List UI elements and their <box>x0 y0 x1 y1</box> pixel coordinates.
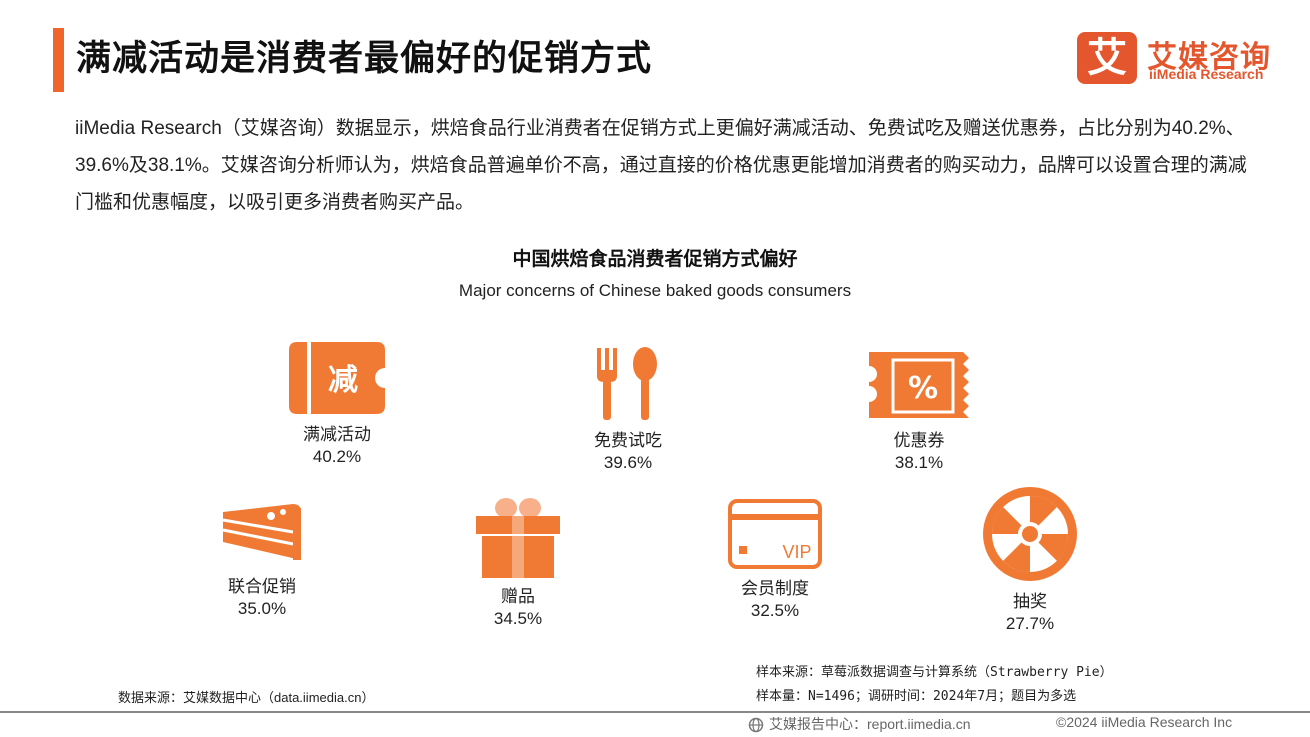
item-value: 35.0% <box>237 599 287 618</box>
chart-subtitle: Major concerns of Chinese baked goods co… <box>458 281 852 300</box>
promo-item-joint-promotion: 联合促销 35.0% <box>172 498 352 620</box>
fork-spoon-icon <box>597 347 657 420</box>
cake-slice-icon <box>222 504 301 560</box>
item-label: 会员制度 <box>741 579 809 598</box>
sample-size: 样本量：N=1496；调研时间：2024年7月；题目为多选 <box>756 689 1077 704</box>
page-title: 满减活动是消费者最偏好的促销方式 <box>76 39 653 78</box>
discount-ticket-icon: 减 <box>289 342 385 414</box>
item-label: 满减活动 <box>303 425 371 444</box>
item-value: 39.6% <box>603 453 653 472</box>
promo-item-full-reduction: 减 满减活动 40.2% <box>247 340 427 468</box>
promo-item-lottery: 抽奖 27.7% <box>940 485 1120 635</box>
promo-item-free-tasting: 免费试吃 39.6% <box>538 346 718 474</box>
footer-divider <box>0 711 1310 713</box>
item-label: 抽奖 <box>1013 592 1047 611</box>
promo-item-gift: 赠品 34.5% <box>428 496 608 630</box>
item-value: 38.1% <box>894 453 944 472</box>
title-accent-bar <box>53 28 64 92</box>
gift-box-icon <box>476 498 560 578</box>
logo-name-en: iiMedia Research <box>1149 66 1264 82</box>
vip-card-text: VIP <box>782 542 811 562</box>
item-value: 27.7% <box>1005 614 1055 633</box>
item-label: 赠品 <box>501 587 535 606</box>
item-label: 免费试吃 <box>594 431 662 450</box>
footer-report-center-text: 艾媒报告中心：report.iimedia.cn <box>769 716 971 732</box>
item-label: 联合促销 <box>228 577 296 596</box>
item-value: 40.2% <box>312 447 362 466</box>
percent-coupon-text: % <box>908 371 938 406</box>
iimedia-logo: 艾 艾媒咨询 iiMedia Research <box>1077 32 1292 88</box>
globe-icon <box>748 718 764 733</box>
logo-name-cn: 艾媒咨询 <box>1147 41 1271 74</box>
footer-copyright: ©2024 iiMedia Research Inc <box>1056 714 1233 730</box>
promo-item-membership: VIP 会员制度 32.5% <box>685 498 865 622</box>
item-label: 优惠券 <box>893 431 945 450</box>
discount-ticket-text: 减 <box>328 363 358 398</box>
vip-card-icon: VIP <box>728 499 822 569</box>
data-source: 数据来源：艾媒数据中心（data.iimedia.cn） <box>118 690 375 705</box>
chart-title: 中国烘焙食品消费者促销方式偏好 <box>512 249 798 270</box>
promo-item-coupon: % 优惠券 38.1% <box>829 346 1009 474</box>
item-value: 34.5% <box>493 609 543 628</box>
sample-source: 样本来源：草莓派数据调查与计算系统（Strawberry Pie） <box>756 665 1113 680</box>
logo-mark: 艾 <box>1077 32 1137 84</box>
item-value: 32.5% <box>750 601 800 620</box>
prize-wheel-icon <box>983 487 1077 581</box>
intro-paragraph: iiMedia Research（艾媒咨询）数据显示，烘焙食品行业消费者在促销方… <box>75 118 1247 213</box>
footer-report-center: 艾媒报告中心：report.iimedia.cn <box>748 714 971 734</box>
percent-coupon-icon: % <box>869 352 969 418</box>
